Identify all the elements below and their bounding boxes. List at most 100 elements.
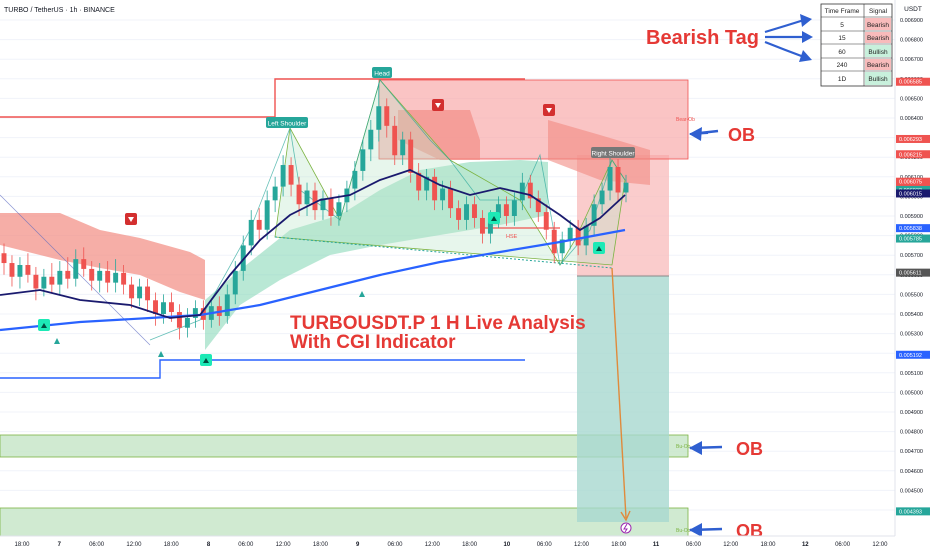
bear-ob-small-label: Bear-Ob bbox=[676, 117, 695, 123]
moving-average-fast bbox=[0, 169, 626, 319]
price-tag: 0.006215 bbox=[896, 150, 930, 159]
candle bbox=[192, 300, 198, 328]
bear-marker bbox=[125, 213, 137, 225]
time-axis[interactable] bbox=[0, 536, 932, 550]
svg-text:Head: Head bbox=[374, 71, 390, 78]
bull-ob-small-label-bottom: Bu-Ob bbox=[676, 528, 691, 534]
candle bbox=[479, 210, 485, 244]
svg-text:OB: OB bbox=[728, 125, 755, 145]
price-tick-label: 0.006800 bbox=[900, 38, 923, 44]
candle bbox=[527, 174, 533, 209]
bull-markers bbox=[38, 212, 605, 366]
candle bbox=[416, 163, 422, 201]
ob-annotation-top: OB bbox=[689, 125, 755, 145]
candle bbox=[615, 159, 621, 203]
candle bbox=[336, 194, 342, 226]
analysis-title: TURBOUSDT.P 1 H Live Analysis bbox=[290, 313, 586, 334]
right-shoulder-label: Right Shoulder bbox=[591, 147, 635, 158]
time-tick-label: 11 bbox=[653, 542, 660, 548]
price-tick-label: 0.005100 bbox=[900, 371, 923, 377]
time-tick-label: 06:00 bbox=[686, 542, 702, 548]
svg-text:0.006585: 0.006585 bbox=[899, 80, 922, 86]
candle bbox=[511, 192, 517, 226]
time-tick-label: 12:00 bbox=[126, 542, 142, 548]
price-tag: 0.006293 bbox=[896, 134, 930, 143]
bear-marker bbox=[543, 104, 555, 116]
price-tick-label: 0.005000 bbox=[900, 390, 923, 396]
time-tick-label: 12:00 bbox=[723, 542, 739, 548]
small-bull-triangle bbox=[359, 291, 365, 297]
candle bbox=[408, 131, 414, 183]
time-tick-label: 06:00 bbox=[238, 542, 254, 548]
lightning-glyph bbox=[623, 523, 628, 533]
svg-text:0.005838: 0.005838 bbox=[899, 226, 922, 232]
candle bbox=[448, 180, 454, 218]
price-tick-label: 0.004800 bbox=[900, 430, 923, 436]
candle bbox=[153, 292, 158, 326]
price-tag: 0.006585 bbox=[896, 77, 930, 86]
bear-cloud-mid bbox=[398, 110, 480, 160]
candle bbox=[591, 194, 597, 236]
bull-marker bbox=[593, 242, 605, 254]
projection-arrow-head bbox=[620, 510, 631, 522]
support-line bbox=[0, 359, 525, 379]
candle bbox=[472, 196, 477, 228]
time-tick-label: 8 bbox=[207, 542, 211, 548]
price-tick-label: 0.006500 bbox=[900, 96, 923, 102]
price-tick-label: 0.005500 bbox=[900, 292, 923, 298]
candle bbox=[567, 219, 573, 250]
candle bbox=[89, 261, 95, 291]
neckline bbox=[274, 236, 613, 269]
time-tick-label: 12:00 bbox=[872, 542, 888, 548]
candle bbox=[65, 257, 71, 289]
candle bbox=[264, 190, 270, 240]
bull-cloud bbox=[205, 160, 548, 350]
price-tag: 0.006015 bbox=[896, 189, 930, 198]
time-tick-label: 7 bbox=[58, 542, 62, 548]
time-tick-label: 9 bbox=[356, 542, 360, 548]
svg-text:0.005192: 0.005192 bbox=[899, 353, 922, 359]
candle bbox=[519, 172, 525, 211]
candle bbox=[161, 294, 166, 324]
candle bbox=[464, 196, 469, 230]
candle bbox=[256, 208, 262, 240]
time-tick-label: 10 bbox=[504, 542, 511, 548]
svg-text:Left Shoulder: Left Shoulder bbox=[268, 121, 308, 128]
bull-marker bbox=[200, 354, 212, 366]
neckline-label: HSE bbox=[506, 234, 518, 240]
candle bbox=[384, 98, 390, 138]
candle bbox=[129, 276, 135, 309]
svg-text:0.004393: 0.004393 bbox=[899, 509, 922, 515]
candle bbox=[17, 257, 23, 289]
price-tick-label: 0.005400 bbox=[900, 312, 923, 318]
candle bbox=[320, 190, 326, 220]
time-tick-label: 12:00 bbox=[574, 542, 590, 548]
table-row-signal: Bullish bbox=[868, 76, 888, 83]
svg-text:0.006293: 0.006293 bbox=[899, 137, 922, 143]
resistance-line bbox=[0, 78, 525, 118]
table-row-signal: Bullish bbox=[868, 49, 888, 56]
candle bbox=[121, 265, 127, 295]
bearish-tag-arrows bbox=[764, 14, 813, 62]
lightning-icon[interactable] bbox=[620, 522, 632, 534]
candle bbox=[296, 176, 302, 216]
candle bbox=[312, 182, 318, 220]
candle bbox=[503, 196, 509, 226]
candle bbox=[288, 157, 294, 197]
candle bbox=[73, 249, 79, 287]
price-tick-label: 0.004900 bbox=[900, 410, 923, 416]
svg-text:0.006075: 0.006075 bbox=[899, 180, 922, 186]
candle bbox=[352, 161, 358, 201]
bear-markers bbox=[125, 99, 555, 225]
svg-text:OB: OB bbox=[736, 439, 763, 459]
price-tick-label: 0.006900 bbox=[900, 18, 923, 24]
hs-zigzag bbox=[149, 79, 626, 341]
price-tick-label: 0.004500 bbox=[900, 488, 923, 494]
candle bbox=[392, 116, 398, 166]
candle bbox=[248, 210, 254, 256]
candle bbox=[543, 204, 549, 240]
candle bbox=[49, 263, 55, 293]
symbol-title[interactable]: TURBO / TetherUS · 1h · BINANCE bbox=[4, 7, 115, 14]
table-row-tf: 5 bbox=[840, 22, 844, 29]
